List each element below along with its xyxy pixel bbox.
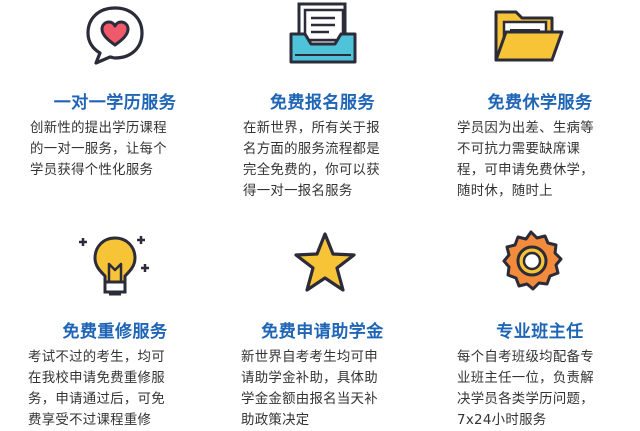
- service-card-6[interactable]: 专业班主任 每个自考班级均配备专 业班主任一位，负责解 决学员各类学历问题， 7…: [445, 220, 635, 431]
- service-title: 专业班主任: [496, 322, 584, 342]
- service-title: 免费申请助学金: [261, 322, 384, 342]
- service-desc: 每个自考班级均配备专 业班主任一位，负责解 决学员各类学历问题， 7x24小时服…: [457, 350, 594, 428]
- service-card-4[interactable]: 免费重修服务 考试不过的考生，均可 在我校申请免费重修服 务，申请通过后，可免 …: [20, 220, 210, 431]
- service-title: 免费报名服务: [270, 93, 375, 113]
- service-title: 免费重修服务: [62, 322, 168, 342]
- lightbulb-icon: [79, 236, 149, 296]
- service-card-3[interactable]: 免费休学服务 学员因为出差、生病等 不可抗力需要缺席课 程，可申请免费休学， 随…: [445, 0, 635, 215]
- service-card-5[interactable]: 免费申请助学金 新世界自考考生均可申 请助学金补助，具体助 学金金额由报名当天补…: [225, 220, 420, 431]
- service-title: 一对一学历服务: [53, 93, 177, 113]
- service-desc: 新世界自考考生均可申 请助学金补助，具体助 学金金额由报名当天补 助政策决定: [241, 350, 378, 428]
- service-title: 免费休学服务: [487, 93, 593, 113]
- service-desc: 考试不过的考生，均可 在我校申请免费重修服 务，申请通过后，可免 费享受不过课程…: [28, 350, 165, 428]
- folder-icon: [494, 10, 564, 62]
- service-card-2[interactable]: 免费报名服务 在新世界，所有关于报 名方面的服务流程都是 完全免费的，你可以获 …: [225, 0, 420, 215]
- service-desc: 学员因为出差、生病等 不可抗力需要缺席课 程，可申请免费休学， 随时休，随时上: [457, 121, 594, 199]
- service-card-1[interactable]: 一对一学历服务 创新性的提出学历课程 的一对一服务，让每个 学员获得个性化服务: [20, 0, 210, 215]
- service-desc: 在新世界，所有关于报 名方面的服务流程都是 完全免费的，你可以获 得一对一报名服…: [243, 121, 380, 199]
- inbox-documents-icon: [289, 2, 357, 64]
- star-icon: [294, 232, 356, 292]
- service-desc: 创新性的提出学历课程 的一对一服务，让每个 学员获得个性化服务: [30, 121, 167, 178]
- heart-chat-icon: [86, 6, 144, 65]
- medal-icon: [502, 230, 563, 291]
